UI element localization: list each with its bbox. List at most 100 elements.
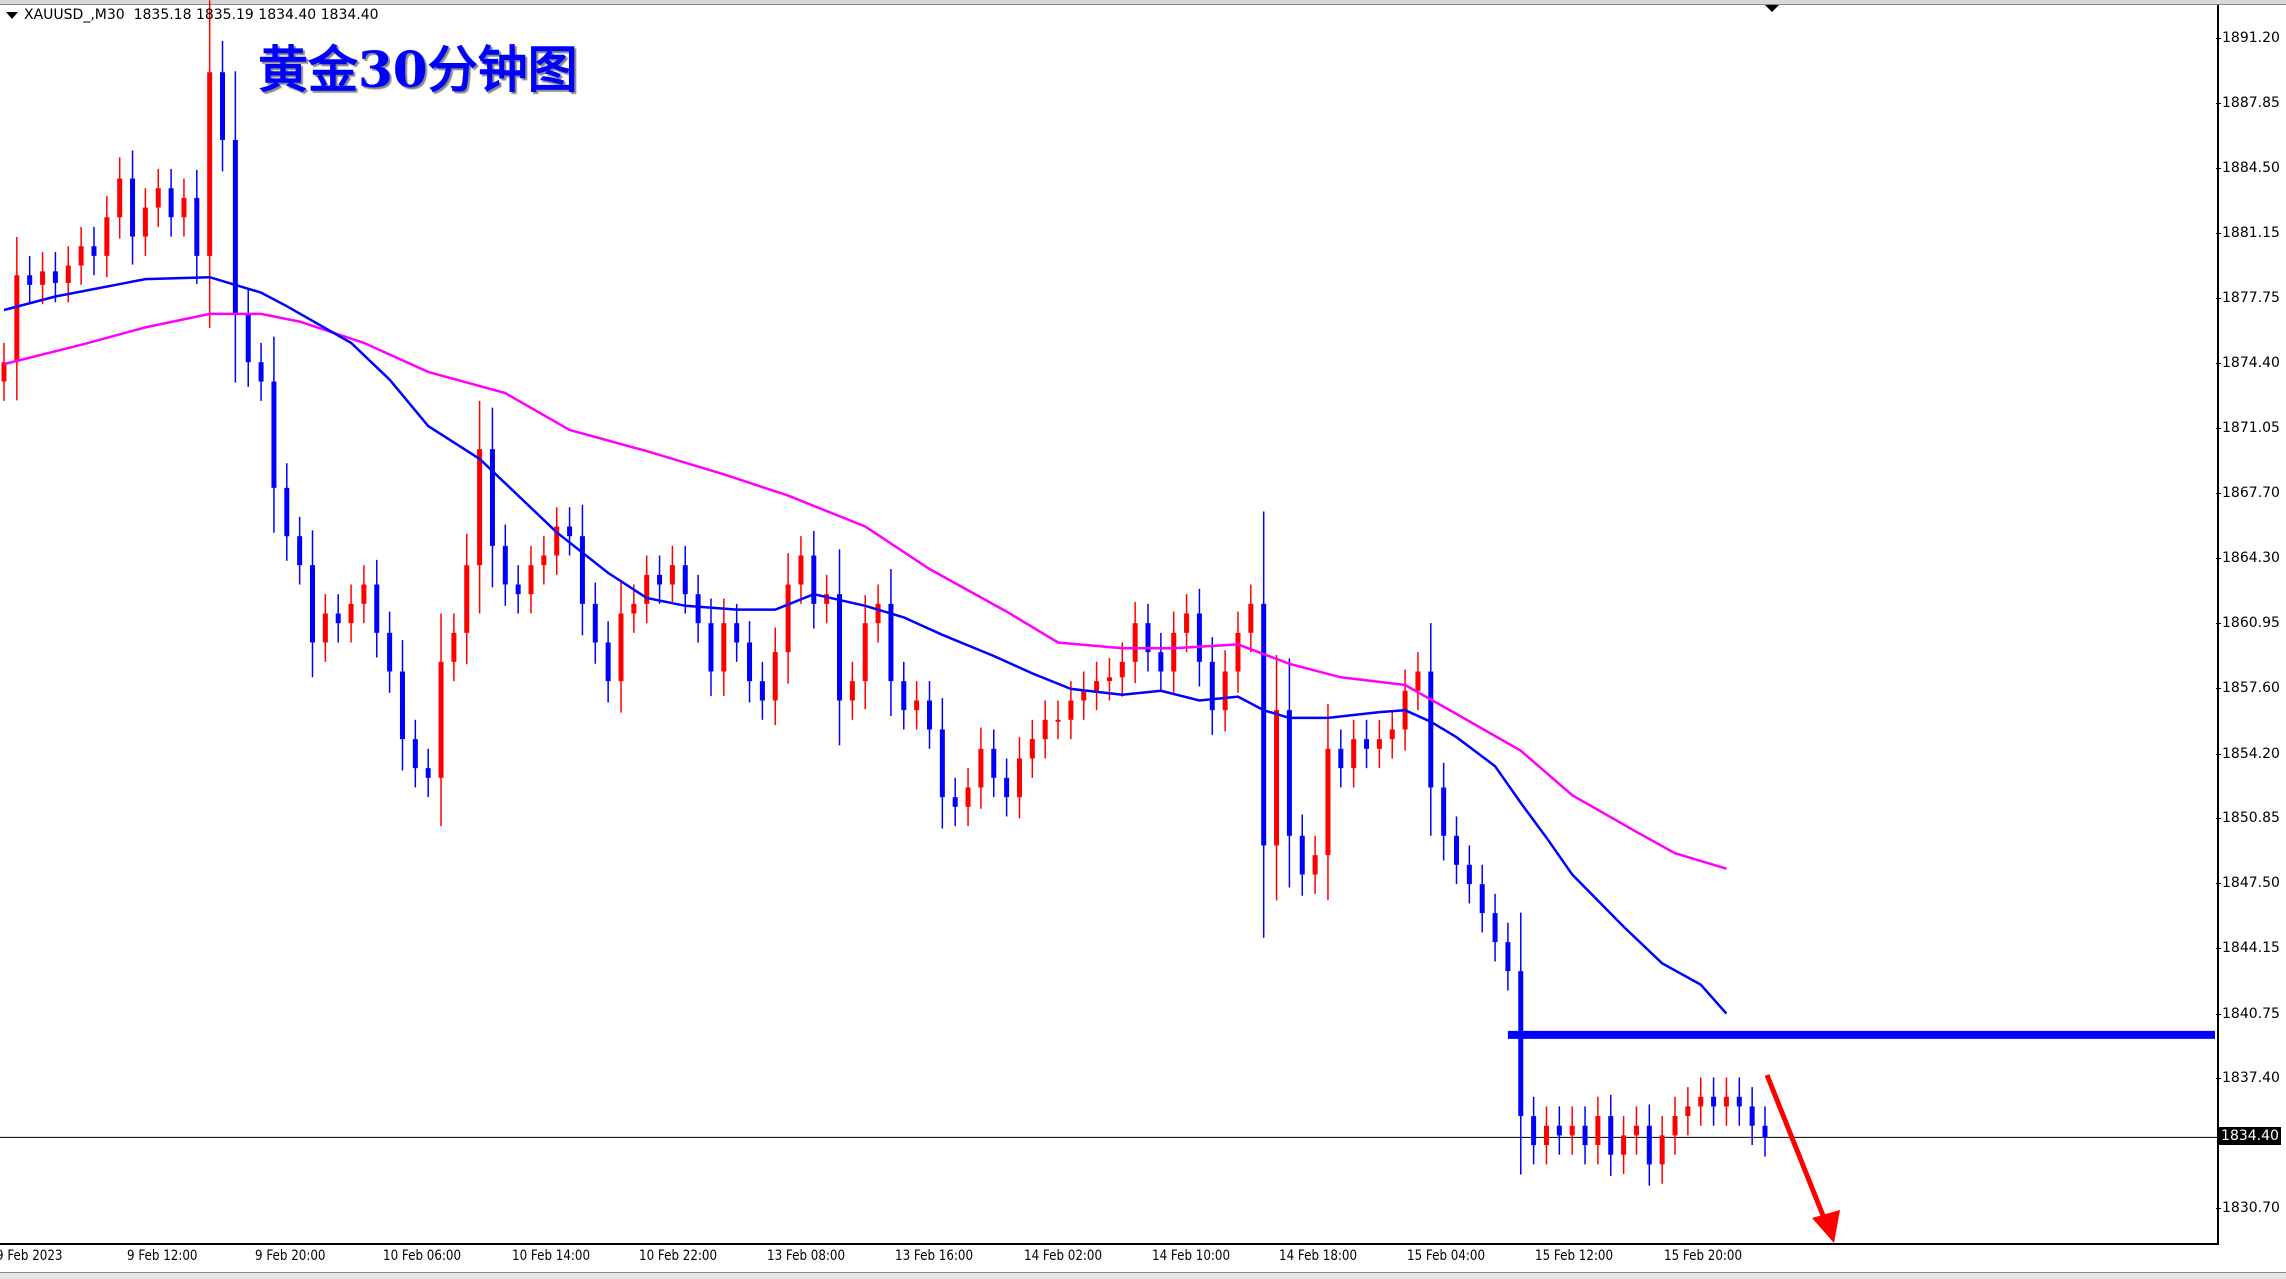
candle-up — [1621, 1135, 1627, 1155]
price-tick: 1840.75 — [2216, 1005, 2280, 1022]
candle-up — [824, 594, 830, 604]
candle-up — [464, 565, 470, 633]
candle-down — [220, 72, 226, 140]
candle-down — [1556, 1125, 1562, 1136]
candle-down — [52, 271, 58, 283]
price-tick: 1830.70 — [2216, 1199, 2280, 1216]
candle-down — [399, 671, 405, 740]
candle-up — [1081, 690, 1087, 701]
candle-up — [451, 632, 457, 662]
candle-up — [1312, 855, 1318, 875]
candle-down — [901, 681, 907, 711]
symbol-name: XAUUSD_,M30 — [24, 7, 125, 23]
candle-down — [245, 313, 251, 363]
candle-up — [1659, 1135, 1665, 1165]
candle-up — [862, 623, 868, 682]
candle-up — [477, 449, 483, 566]
candle-down — [1454, 835, 1460, 865]
time-tick: 15 Feb 04:00 — [1407, 1248, 1486, 1264]
candle-up — [914, 700, 920, 711]
candle-down — [811, 555, 817, 604]
time-tick: 14 Feb 10:00 — [1152, 1248, 1231, 1264]
time-tick: 14 Feb 02:00 — [1024, 1248, 1103, 1264]
time-tick: 15 Feb 12:00 — [1535, 1248, 1614, 1264]
candle-up — [117, 178, 123, 218]
candle-down — [657, 574, 663, 585]
candle-down — [1004, 777, 1010, 798]
candle-down — [1466, 864, 1472, 885]
candle-up — [322, 613, 328, 643]
candle-up — [1415, 671, 1421, 691]
candle-up — [1094, 681, 1100, 691]
candle-down — [168, 188, 174, 218]
candle-down — [926, 700, 932, 730]
candle-down — [1428, 671, 1434, 788]
candle-up — [1055, 719, 1061, 722]
candle-up — [669, 565, 675, 585]
time-tick: 13 Feb 08:00 — [767, 1248, 846, 1264]
candle-down — [1749, 1106, 1755, 1126]
down-arrow-shaft — [1764, 1074, 1831, 1229]
candle-up — [361, 584, 367, 604]
candle-up — [1595, 1116, 1601, 1146]
candle-up — [1569, 1125, 1575, 1136]
candle-down — [695, 594, 701, 624]
candle-down — [734, 623, 740, 643]
candle-up — [1016, 758, 1022, 798]
candle-up — [631, 603, 637, 614]
candle-up — [541, 555, 547, 566]
candle-down — [232, 139, 238, 314]
candle-up — [798, 555, 804, 585]
candle-down — [91, 246, 97, 256]
candle-down — [939, 729, 945, 798]
candle-up — [1723, 1096, 1729, 1107]
candle-down — [1286, 710, 1292, 836]
price-tick: 1850.85 — [2216, 810, 2280, 827]
price-tick: 1887.85 — [2216, 95, 2280, 112]
candle-up — [1171, 632, 1177, 672]
candle-up — [528, 565, 534, 595]
candle-down — [579, 536, 585, 604]
time-tick: 9 Feb 12:00 — [127, 1248, 198, 1264]
price-tick: 1857.60 — [2216, 679, 2280, 696]
candle-up — [978, 748, 984, 788]
candle-down — [1261, 603, 1267, 846]
candle-down — [1196, 613, 1202, 662]
candle-up — [1, 362, 7, 382]
chart-plot-area[interactable] — [0, 5, 2219, 1245]
candle-down — [952, 797, 958, 807]
candle-up — [155, 188, 161, 208]
candle-up — [1068, 700, 1074, 720]
price-tick: 1844.15 — [2216, 939, 2280, 956]
candle-up — [849, 681, 855, 701]
price-tick: 1891.20 — [2216, 30, 2280, 47]
candle-up — [1184, 613, 1190, 633]
candle-down — [708, 623, 714, 672]
candle-up — [1119, 661, 1125, 678]
price-tick: 1881.15 — [2216, 224, 2280, 241]
price-tick: 1867.70 — [2216, 484, 2280, 501]
candle-down — [130, 178, 136, 237]
candle-up — [207, 72, 213, 256]
candle-down — [592, 603, 598, 643]
candle-down — [502, 545, 508, 585]
dropdown-triangle-icon[interactable] — [6, 11, 18, 19]
candle-up — [1351, 739, 1357, 769]
candle-down — [567, 526, 573, 537]
candle-up — [1543, 1125, 1549, 1146]
candle-up — [1222, 671, 1228, 711]
candle-up — [1698, 1096, 1704, 1107]
candle-down — [1762, 1125, 1768, 1138]
candle-up — [348, 603, 354, 624]
candle-down — [194, 197, 200, 256]
price-tick: 1864.30 — [2216, 550, 2280, 567]
candle-down — [837, 594, 843, 701]
candle-down — [1209, 661, 1215, 711]
price-tick: 1854.20 — [2216, 745, 2280, 762]
bottom-tab-bar[interactable] — [0, 1272, 2286, 1279]
candle-down — [759, 681, 765, 701]
window-top-bar — [0, 0, 2286, 5]
ma-fast-line — [3, 275, 1728, 1015]
chart-title: 黄金30分钟图 — [258, 40, 578, 99]
time-tick: 15 Feb 20:00 — [1664, 1248, 1743, 1264]
